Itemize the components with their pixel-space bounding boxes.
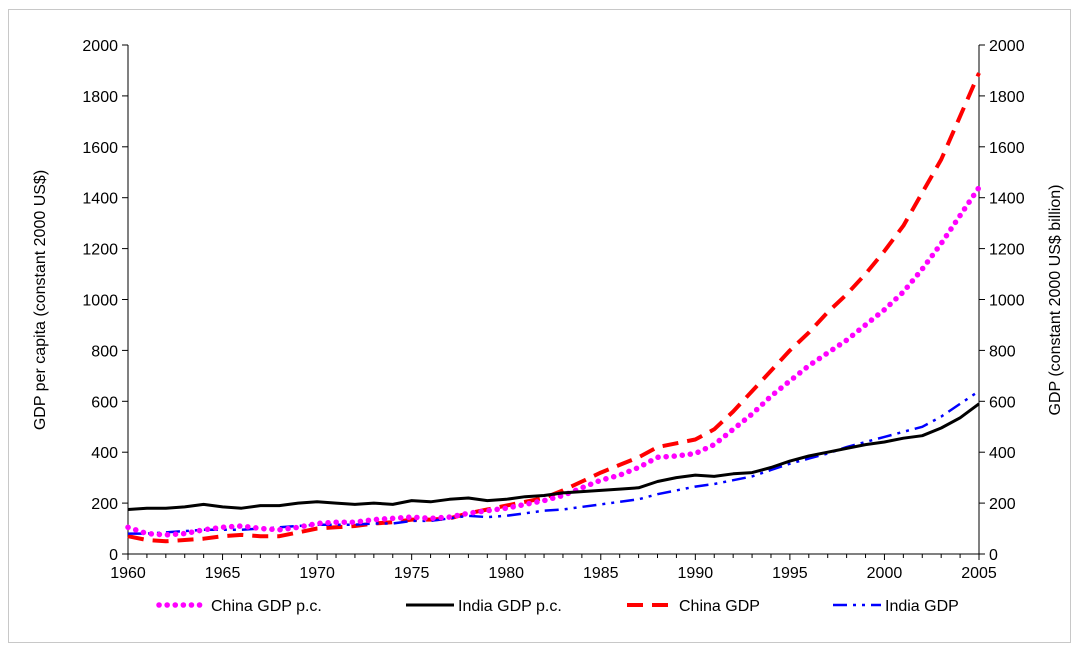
right-tick-label: 600: [989, 394, 1016, 411]
right-tick-label: 2000: [989, 38, 1025, 55]
x-tick-label: 1990: [678, 565, 714, 582]
right-tick-label: 200: [989, 496, 1016, 513]
legend-label: China GDP: [679, 598, 760, 615]
right-tick-label: 400: [989, 445, 1016, 462]
left-tick-label: 1600: [82, 140, 118, 157]
x-tick-label: 1985: [583, 565, 619, 582]
y-axis-title-left: GDP per capita (constant 2000 US$): [32, 170, 49, 430]
right-tick-label: 1200: [989, 242, 1025, 259]
left-tick-label: 1400: [82, 191, 118, 208]
right-tick-label: 1800: [989, 89, 1025, 106]
right-y-axis: 0 200 400 600 800 1000 1200 1400 1600 1800 2000: [978, 38, 1025, 564]
series-line-china-gdp-p-c: [125, 184, 982, 538]
left-tick-label: 1800: [82, 89, 118, 106]
x-tick-label: 1965: [205, 565, 241, 582]
legend-label: India GDP p.c.: [458, 598, 562, 615]
left-tick-label: 600: [91, 394, 118, 411]
x-tick-label: 1975: [394, 565, 430, 582]
legend-item: India GDP p.c.: [406, 598, 562, 615]
right-tick-label: 800: [989, 343, 1016, 360]
plot-area: [128, 45, 979, 554]
left-tick-label: 0: [109, 547, 118, 564]
legend-item: China GDP: [627, 598, 760, 615]
left-tick-label: 800: [91, 343, 118, 360]
left-tick-label: 1200: [82, 242, 118, 259]
left-y-axis: 0 200 400 600 800 1000 1200 1400 1600 1800 2000: [82, 38, 129, 564]
legend-item: China GDP p.c.: [156, 598, 322, 615]
legend-label: China GDP p.c.: [211, 598, 322, 615]
left-tick-label: 400: [91, 445, 118, 462]
x-tick-label: 1980: [488, 565, 524, 582]
x-axis: 1960 1965 1970 1975 1980 1985 1990 1995 2000 2005: [110, 553, 997, 582]
legend-item: India GDP: [833, 598, 959, 615]
right-tick-label: 1600: [989, 140, 1025, 157]
x-tick-label: 1970: [299, 565, 335, 582]
x-tick-label: 2005: [961, 565, 997, 582]
left-tick-label: 200: [91, 496, 118, 513]
right-tick-label: 0: [989, 547, 998, 564]
y-axis-title-right: GDP (constant 2000 US$ billion): [1047, 185, 1064, 416]
series-line-india-gdp: [128, 390, 980, 535]
left-tick-label: 2000: [82, 38, 118, 55]
legend: China GDP p.c. India GDP p.c. China GDP Ind…: [156, 598, 959, 615]
plot-background: [128, 45, 979, 554]
series-layer: [125, 72, 982, 544]
left-tick-label: 1000: [82, 293, 118, 310]
legend-label: India GDP: [885, 598, 959, 615]
series-line-india-gdp-p-c: [127, 402, 980, 511]
x-tick-label: 1995: [772, 565, 808, 582]
x-tick-label: 1960: [110, 565, 146, 582]
x-tick-label: 2000: [867, 565, 903, 582]
right-tick-label: 1000: [989, 293, 1025, 310]
right-tick-label: 1400: [989, 191, 1025, 208]
